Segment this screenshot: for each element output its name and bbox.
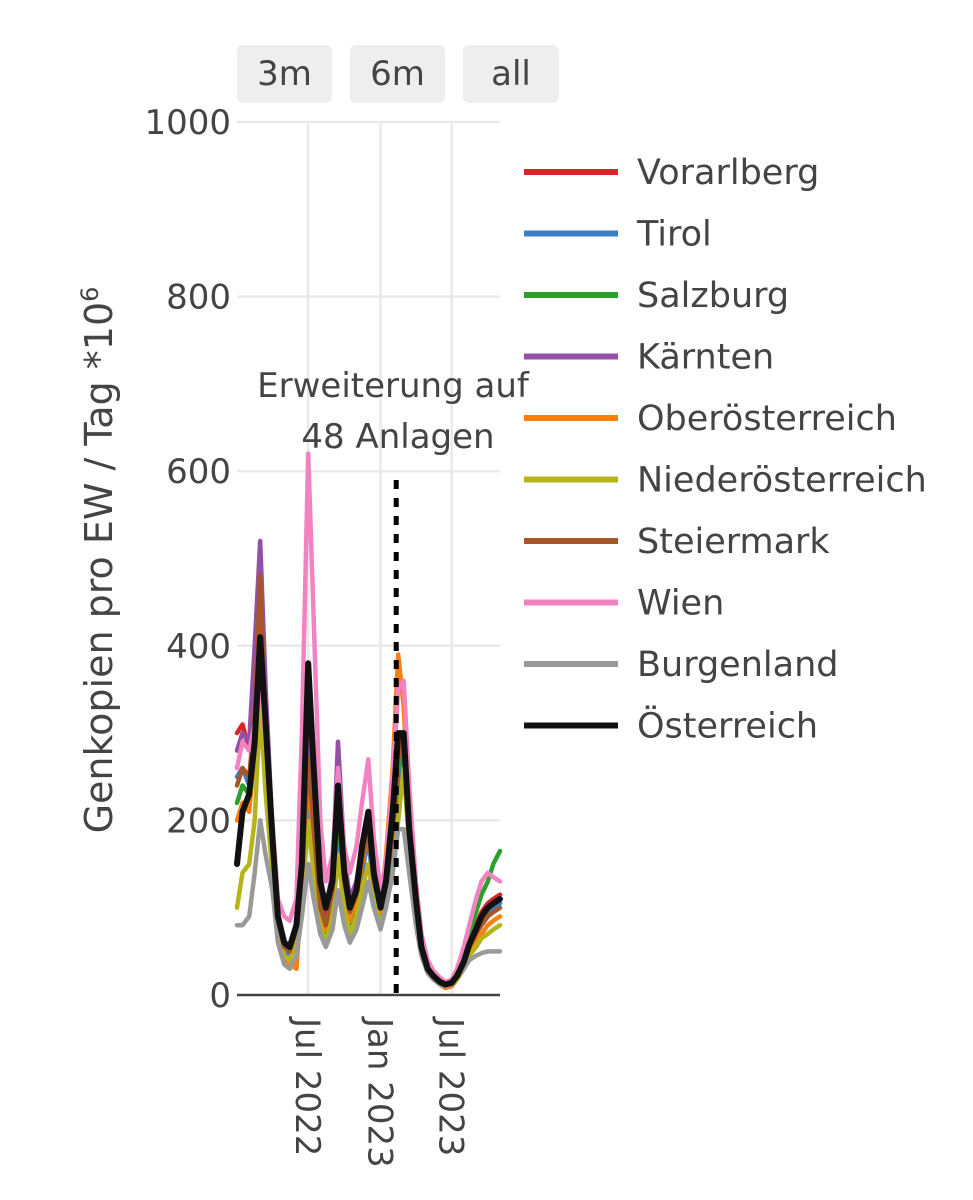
legend: Vorarlberg Tirol Salzburg Kärnten Oberösterr… bbox=[524, 153, 927, 747]
legend-label-burgenland: Burgenland bbox=[637, 645, 838, 685]
y-tick-label: 200 bbox=[166, 801, 231, 841]
legend-label-salzburg: Salzburg bbox=[637, 276, 789, 316]
legend-label-oesterreich: Österreich bbox=[637, 705, 818, 747]
annotation-text-line2: 48 Anlagen bbox=[301, 417, 494, 457]
x-tick-label: Jan 2023 bbox=[359, 1016, 399, 1168]
x-tick-label: Jul 2022 bbox=[287, 1016, 327, 1156]
x-tick-label: Jul 2023 bbox=[431, 1016, 471, 1156]
range-button-3m-label: 3m bbox=[257, 54, 312, 94]
legend-label-kaernten: Kärnten bbox=[637, 338, 774, 378]
x-axis: Jul 2022 Jan 2023 Jul 2023 bbox=[287, 1016, 470, 1168]
y-axis-title: Genkopien pro EW / Tag *106 bbox=[76, 287, 121, 834]
range-button-3m[interactable]: 3m bbox=[237, 45, 332, 103]
y-tick-label: 1000 bbox=[144, 103, 231, 143]
y-tick-label: 800 bbox=[166, 278, 231, 318]
range-button-all[interactable]: all bbox=[463, 45, 559, 103]
y-tick-label: 400 bbox=[166, 627, 231, 667]
range-button-6m-label: 6m bbox=[370, 54, 425, 94]
y-axis: 0 200 400 600 800 1000 bbox=[144, 103, 231, 1016]
annotation-text-line1: Erweiterung auf bbox=[257, 366, 530, 406]
legend-label-steiermark: Steiermark bbox=[637, 522, 830, 562]
y-tick-label: 0 bbox=[209, 976, 231, 1016]
legend-label-tirol: Tirol bbox=[636, 215, 712, 255]
legend-label-wien: Wien bbox=[637, 584, 724, 624]
legend-label-niederoesterreich: Niederösterreich bbox=[637, 461, 927, 501]
legend-label-oberoesterreich: Oberösterreich bbox=[637, 399, 897, 439]
y-tick-label: 600 bbox=[166, 452, 231, 492]
legend-label-vorarlberg: Vorarlberg bbox=[637, 153, 819, 193]
range-button-all-label: all bbox=[491, 54, 531, 94]
range-button-6m[interactable]: 6m bbox=[350, 45, 445, 103]
series-line-oesterreich[interactable] bbox=[234, 634, 503, 988]
plot-area[interactable] bbox=[234, 451, 503, 991]
